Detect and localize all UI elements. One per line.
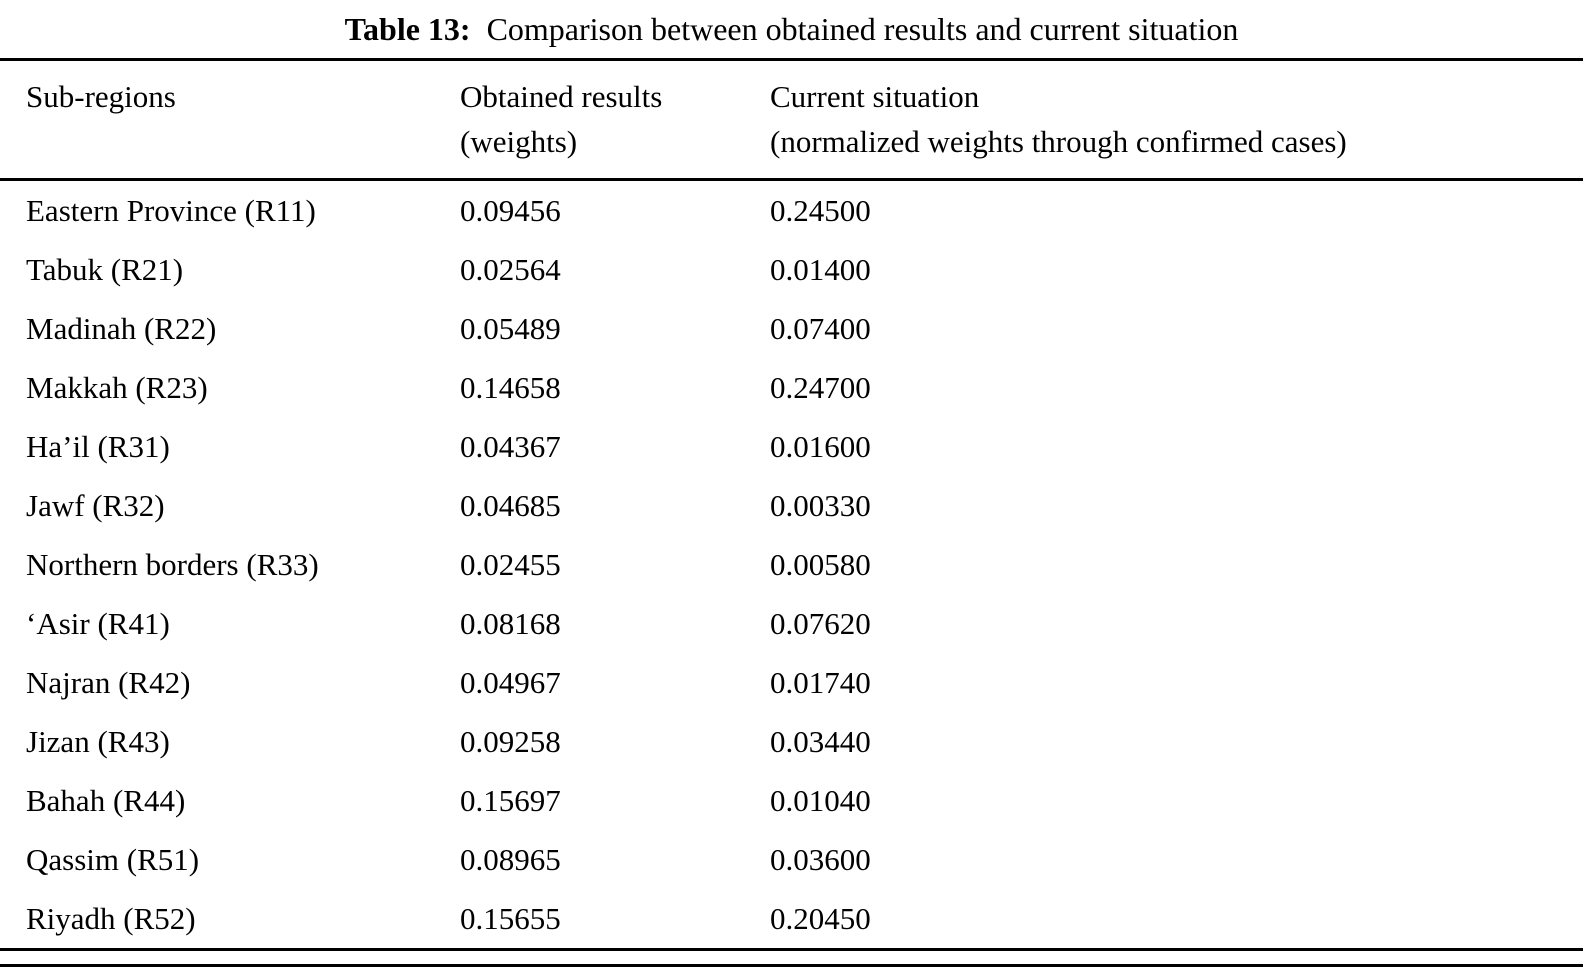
table-row: Najran (R42) 0.04967 0.01740 bbox=[0, 653, 1583, 712]
table-row: Makkah (R23) 0.14658 0.24700 bbox=[0, 358, 1583, 417]
region-cell: Eastern Province (R11) bbox=[26, 192, 316, 228]
obtained-cell: 0.14658 bbox=[460, 369, 561, 405]
header-obtained-results-subtitle: (weights) bbox=[460, 124, 578, 159]
region-cell: Madinah (R22) bbox=[26, 310, 217, 346]
current-cell: 0.24700 bbox=[770, 369, 871, 405]
table-row: Jawf (R32) 0.04685 0.00330 bbox=[0, 476, 1583, 535]
table-row: Bahah (R44) 0.15697 0.01040 bbox=[0, 771, 1583, 830]
obtained-cell: 0.15697 bbox=[460, 782, 561, 818]
table-row: Jizan (R43) 0.09258 0.03440 bbox=[0, 712, 1583, 771]
current-cell: 0.03440 bbox=[770, 723, 871, 759]
current-cell: 0.01400 bbox=[770, 251, 871, 287]
header-row: Sub-regions Obtained results (weights) C… bbox=[0, 59, 1583, 181]
region-cell: Jizan (R43) bbox=[26, 723, 170, 759]
table-row: Northern borders (R33) 0.02455 0.00580 bbox=[0, 535, 1583, 594]
table-row: Riyadh (R52) 0.15655 0.20450 bbox=[0, 889, 1583, 950]
header-obtained-results: Obtained results (weights) bbox=[460, 59, 770, 181]
obtained-cell: 0.02564 bbox=[460, 251, 561, 287]
table-header: Sub-regions Obtained results (weights) C… bbox=[0, 59, 1583, 181]
obtained-cell: 0.08168 bbox=[460, 605, 561, 641]
header-sub-regions-title: Sub-regions bbox=[26, 79, 176, 114]
bottom-rule bbox=[0, 964, 1583, 967]
current-cell: 0.01740 bbox=[770, 664, 871, 700]
current-cell: 0.07620 bbox=[770, 605, 871, 641]
region-cell: Najran (R42) bbox=[26, 664, 191, 700]
header-current-situation-subtitle: (normalized weights through confirmed ca… bbox=[770, 124, 1347, 159]
region-cell: Bahah (R44) bbox=[26, 782, 186, 818]
region-cell: Ha’il (R31) bbox=[26, 428, 170, 464]
comparison-table: Sub-regions Obtained results (weights) C… bbox=[0, 58, 1583, 951]
current-cell: 0.01040 bbox=[770, 782, 871, 818]
region-cell: Jawf (R32) bbox=[26, 487, 165, 523]
obtained-cell: 0.09456 bbox=[460, 192, 561, 228]
table-row: Eastern Province (R11) 0.09456 0.24500 bbox=[0, 180, 1583, 241]
region-cell: ‘Asir (R41) bbox=[26, 605, 170, 641]
obtained-cell: 0.04685 bbox=[460, 487, 561, 523]
region-cell: Qassim (R51) bbox=[26, 841, 200, 877]
current-cell: 0.20450 bbox=[770, 900, 871, 936]
region-cell: Northern borders (R33) bbox=[26, 546, 319, 582]
header-current-situation: Current situation (normalized weights th… bbox=[770, 59, 1583, 181]
header-current-situation-title: Current situation bbox=[770, 79, 980, 114]
region-cell: Makkah (R23) bbox=[26, 369, 208, 405]
region-cell: Tabuk (R21) bbox=[26, 251, 184, 287]
region-cell: Riyadh (R52) bbox=[26, 900, 196, 936]
obtained-cell: 0.02455 bbox=[460, 546, 561, 582]
table-row: ‘Asir (R41) 0.08168 0.07620 bbox=[0, 594, 1583, 653]
current-cell: 0.00580 bbox=[770, 546, 871, 582]
table-row: Tabuk (R21) 0.02564 0.01400 bbox=[0, 240, 1583, 299]
header-obtained-results-title: Obtained results bbox=[460, 79, 663, 114]
table-row: Ha’il (R31) 0.04367 0.01600 bbox=[0, 417, 1583, 476]
current-cell: 0.03600 bbox=[770, 841, 871, 877]
current-cell: 0.24500 bbox=[770, 192, 871, 228]
obtained-cell: 0.04367 bbox=[460, 428, 561, 464]
obtained-cell: 0.09258 bbox=[460, 723, 561, 759]
table-caption: Table 13: Comparison between obtained re… bbox=[0, 0, 1583, 58]
obtained-cell: 0.05489 bbox=[460, 310, 561, 346]
table-caption-text: Comparison between obtained results and … bbox=[470, 10, 1239, 47]
current-cell: 0.01600 bbox=[770, 428, 871, 464]
current-cell: 0.00330 bbox=[770, 487, 871, 523]
header-sub-regions: Sub-regions bbox=[0, 59, 460, 181]
table-row: Qassim (R51) 0.08965 0.03600 bbox=[0, 830, 1583, 889]
obtained-cell: 0.08965 bbox=[460, 841, 561, 877]
table-body: Eastern Province (R11) 0.09456 0.24500 Tabu… bbox=[0, 180, 1583, 950]
current-cell: 0.07400 bbox=[770, 310, 871, 346]
table-caption-label: Table 13: bbox=[344, 10, 471, 47]
obtained-cell: 0.04967 bbox=[460, 664, 561, 700]
obtained-cell: 0.15655 bbox=[460, 900, 561, 936]
table-row: Madinah (R22) 0.05489 0.07400 bbox=[0, 299, 1583, 358]
